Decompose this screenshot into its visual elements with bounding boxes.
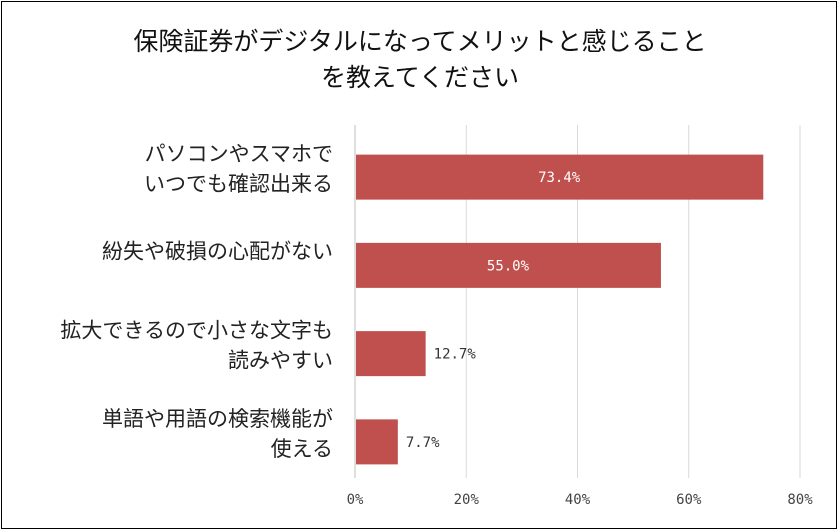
x-tick-label-1: 20% [454, 492, 480, 508]
x-tick-label-2: 40% [565, 492, 591, 508]
bar-3 [356, 419, 398, 465]
x-tick-label-4: 80% [787, 492, 813, 508]
category-label-0-line-1: いつでも確認出来る [144, 172, 333, 196]
category-label-1-line-0: 紛失や破損の心配がない [102, 239, 333, 263]
bar-1 [356, 242, 661, 288]
bar-2 [356, 331, 426, 377]
category-label-0-line-0: パソコンやスマホで [145, 142, 333, 166]
bar-0 [356, 154, 764, 200]
bar-value-label-3: 7.7% [406, 435, 440, 451]
x-tick-label-3: 60% [676, 492, 702, 508]
chart-title-line-1: 保険証券がデジタルになってメリットと感じること [133, 27, 707, 56]
x-tick-label-0: 0% [347, 492, 364, 508]
chart-title: 保険証券がデジタルになってメリットと感じること を教えてください [2, 24, 838, 96]
category-label-3-line-1: 使える [271, 437, 333, 461]
category-label-2-line-0: 拡大できるので小さな文字も [60, 319, 333, 343]
bar-value-label-0: 73.4% [538, 170, 581, 186]
category-label-3-line-0: 単語や用語の検索機能が [102, 407, 333, 431]
bar-value-label-2: 12.7% [434, 347, 477, 363]
category-label-2-line-1: 読みやすい [228, 349, 333, 373]
chart-title-line-2: を教えてください [320, 63, 519, 92]
bar-value-label-1: 55.0% [487, 258, 530, 274]
